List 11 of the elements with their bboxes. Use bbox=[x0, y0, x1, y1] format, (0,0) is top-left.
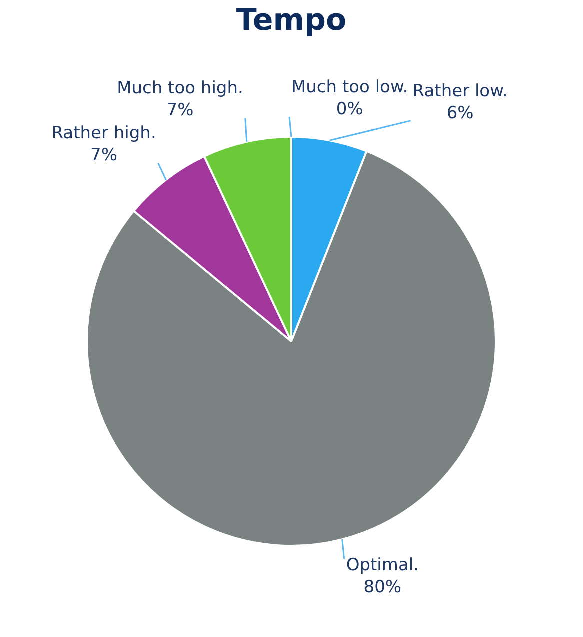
slice-label: Much too high. bbox=[117, 78, 244, 99]
text: 0% bbox=[336, 99, 364, 120]
slice-label: Rather high. bbox=[52, 124, 156, 144]
chart-title: Tempo bbox=[236, 2, 347, 38]
data-label: 6% bbox=[446, 103, 474, 124]
data-label: 80% bbox=[364, 577, 402, 598]
slice-label: Optimal. bbox=[346, 555, 420, 576]
category-label: Much too low. bbox=[291, 77, 408, 98]
data-label: 7% bbox=[90, 146, 118, 166]
data-label: 7% bbox=[166, 100, 194, 121]
slice-label: Rather low. bbox=[412, 81, 508, 102]
